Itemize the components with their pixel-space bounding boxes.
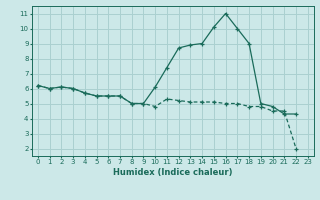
X-axis label: Humidex (Indice chaleur): Humidex (Indice chaleur): [113, 168, 233, 177]
